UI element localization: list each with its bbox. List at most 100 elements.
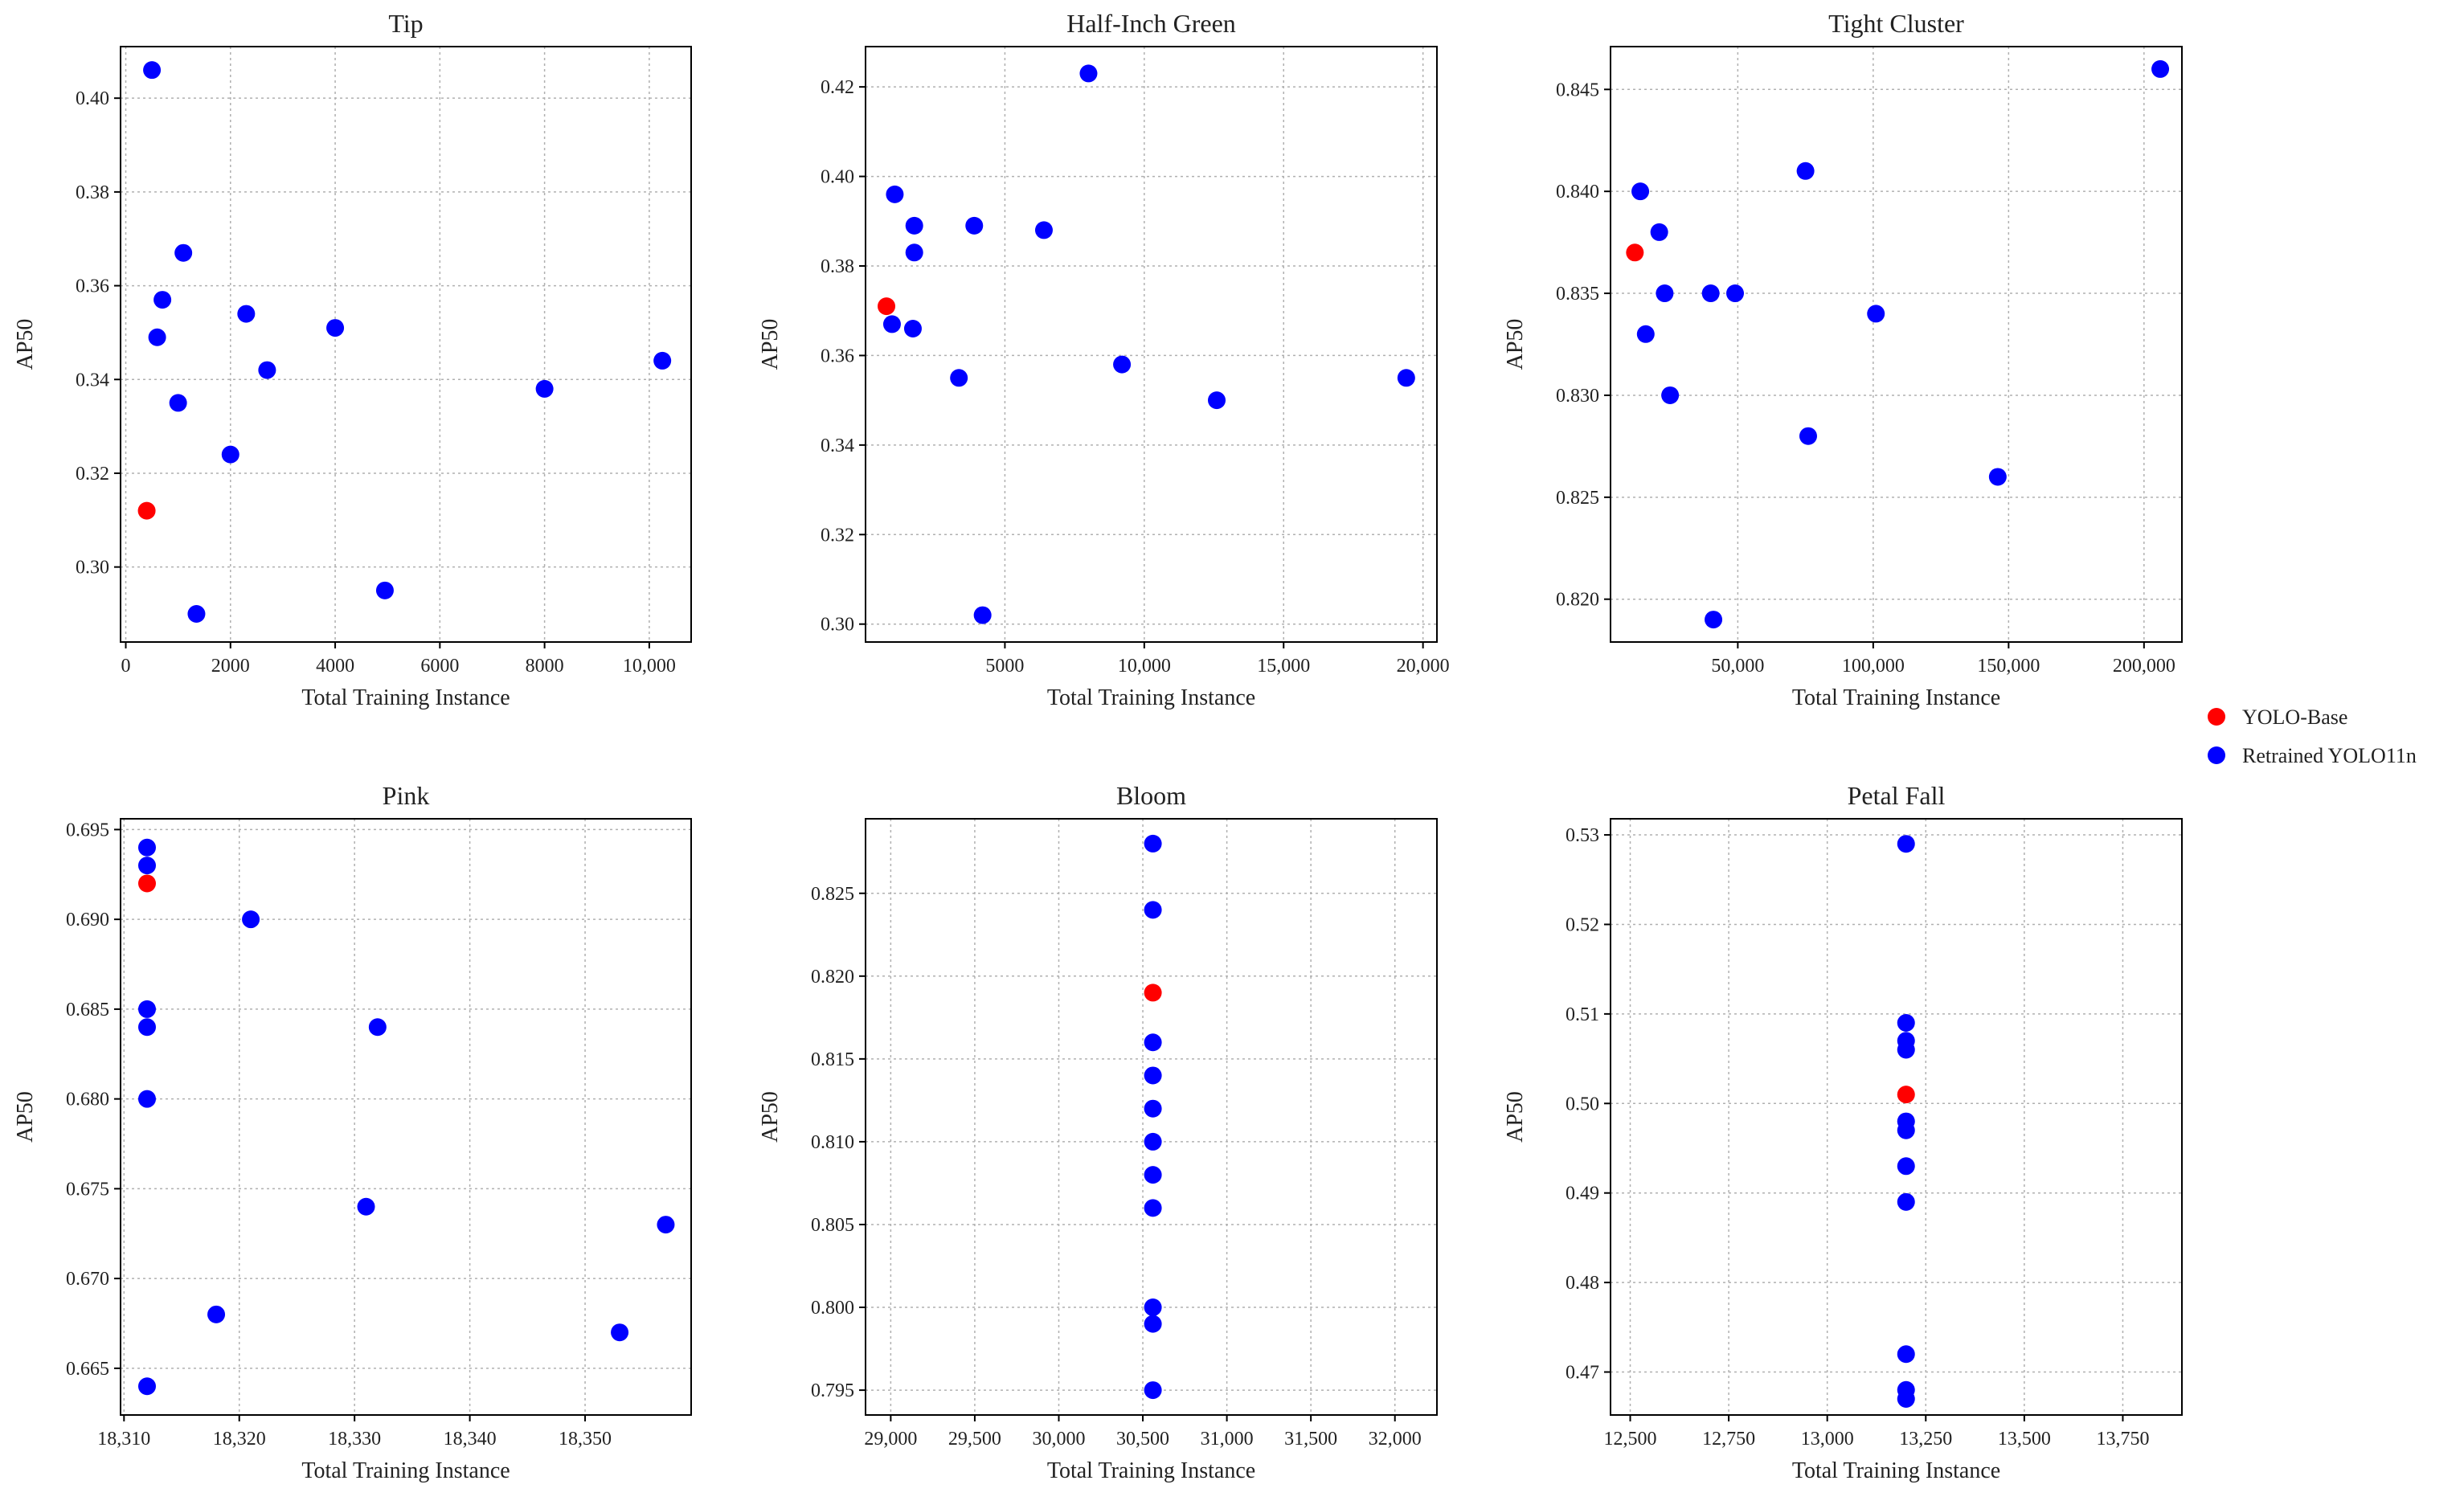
- chart-4-x-tick-label-6: 32,000: [1369, 1429, 1422, 1450]
- chart-3-x-axis-label: Total Training Instance: [301, 1458, 510, 1483]
- chart-2-point-retrained-yolo11n-9: [1799, 427, 1817, 445]
- chart-1-x-axis-label: Total Training Instance: [1047, 685, 1255, 710]
- chart-4-x-axis-label: Total Training Instance: [1047, 1458, 1255, 1483]
- chart-1-point-retrained-yolo11n-7: [1079, 64, 1098, 83]
- chart-0-x-tick-label-3: 6000: [420, 656, 459, 677]
- chart-1-point-retrained-yolo11n-5: [965, 216, 984, 235]
- chart-5-x-tick-label-2: 13,000: [1801, 1429, 1854, 1450]
- chart-4-title: Bloom: [1116, 781, 1186, 810]
- chart-4-point-retrained-yolo11n-10: [1144, 1381, 1162, 1400]
- chart-3-point-retrained-yolo11n-2: [137, 1000, 156, 1018]
- chart-2-point-retrained-yolo11n-2: [1656, 284, 1674, 303]
- chart-5-point-retrained-yolo11n-8: [1897, 1345, 1915, 1364]
- chart-5-y-tick-label-4: 0.51: [1566, 1004, 1599, 1025]
- chart-1-point-retrained-yolo11n-12: [1397, 369, 1415, 387]
- chart-1-point-retrained-yolo11n-11: [1208, 391, 1226, 410]
- chart-3-point-retrained-yolo11n-11: [611, 1323, 629, 1342]
- chart-3-x-tick-label-0: 18,310: [97, 1429, 150, 1450]
- chart-3-x-tick-label-1: 18,320: [213, 1429, 266, 1450]
- chart-2-y-axis-label: AP50: [1503, 319, 1528, 370]
- chart-2-x-tick-label-2: 150,000: [1977, 656, 2040, 677]
- chart-0-point-retrained-yolo11n-8: [221, 445, 239, 464]
- chart-4-point-retrained-yolo11n-4: [1144, 1099, 1162, 1118]
- chart-4-point-retrained-yolo11n-5: [1144, 1132, 1162, 1151]
- chart-0-point-retrained-yolo11n-9: [187, 604, 206, 623]
- chart-4-x-tick-label-5: 31,500: [1284, 1429, 1337, 1450]
- chart-0-y-tick-label-4: 0.38: [76, 182, 109, 203]
- chart-0-point-retrained-yolo11n-1: [174, 243, 193, 262]
- chart-5-x-tick-label-5: 13,750: [2096, 1429, 2149, 1450]
- chart-3-axes-frame: [120, 818, 692, 1416]
- chart-1-point-retrained-yolo11n-4: [903, 320, 922, 337]
- chart-3-point-retrained-yolo11n-7: [368, 1018, 387, 1037]
- chart-1-y-tick-label-1: 0.32: [821, 525, 854, 546]
- chart-2-point-retrained-yolo11n-7: [1796, 162, 1815, 180]
- chart-0-point-retrained-yolo11n-0: [143, 61, 162, 80]
- chart-3-title: Pink: [383, 781, 430, 810]
- chart-3-y-tick-label-4: 0.685: [66, 1000, 109, 1020]
- chart-1-y-tick-label-6: 0.42: [821, 77, 854, 98]
- chart-panel-tight-cluster: 50,000 100,000 150,000 200,000 0.820 0.825 0.8…: [1503, 9, 2183, 710]
- chart-0-point-retrained-yolo11n-6: [258, 361, 276, 379]
- chart-4-point-yolo-base-0: [1144, 984, 1162, 1002]
- chart-3-point-retrained-yolo11n-6: [242, 910, 260, 929]
- chart-3-point-retrained-yolo11n-5: [137, 1377, 156, 1396]
- chart-2-x-axis-label: Total Training Instance: [1792, 685, 2000, 710]
- chart-5-x-axis-label: Total Training Instance: [1792, 1458, 2000, 1483]
- chart-4-point-retrained-yolo11n-6: [1144, 1166, 1162, 1184]
- chart-panel-bloom: 29,000 29,500 30,000 30,500 31,000 31,500 32,0…: [758, 781, 1438, 1483]
- chart-2-x-tick-label-3: 200,000: [2113, 656, 2175, 677]
- chart-2-axes-frame: [1610, 46, 2183, 643]
- chart-5-y-tick-label-6: 0.53: [1566, 825, 1599, 846]
- chart-4-y-tick-label-0: 0.795: [811, 1380, 854, 1401]
- chart-0-title: Tip: [388, 9, 423, 38]
- legend-label-yolo-base: YOLO-Base: [2242, 705, 2347, 729]
- chart-4-x-tick-label-0: 29,000: [864, 1429, 917, 1450]
- chart-0-axes-frame: [120, 46, 692, 643]
- chart-0-point-retrained-yolo11n-5: [237, 305, 256, 323]
- chart-4-y-tick-label-4: 0.815: [811, 1049, 854, 1070]
- chart-panel-petal-fall: 12,500 12,750 13,000 13,250 13,500 13,750 0.47…: [1503, 781, 2183, 1483]
- chart-3-x-tick-label-4: 18,350: [559, 1429, 612, 1450]
- chart-4-point-retrained-yolo11n-0: [1144, 834, 1162, 853]
- chart-0-point-retrained-yolo11n-4: [169, 394, 187, 412]
- chart-2-y-tick-label-3: 0.835: [1556, 284, 1599, 305]
- chart-5-title: Petal Fall: [1848, 781, 1946, 810]
- chart-0-y-axis-label: AP50: [13, 319, 38, 370]
- chart-4-y-tick-label-6: 0.825: [811, 884, 854, 905]
- chart-1-y-tick-label-4: 0.38: [821, 256, 854, 277]
- chart-3-point-retrained-yolo11n-9: [207, 1305, 226, 1323]
- chart-1-axes-frame: [865, 46, 1438, 643]
- chart-2-point-retrained-yolo11n-5: [1701, 284, 1720, 303]
- chart-2-point-retrained-yolo11n-0: [1631, 182, 1650, 201]
- chart-4-point-retrained-yolo11n-9: [1144, 1315, 1162, 1333]
- chart-3-y-tick-label-1: 0.670: [66, 1269, 109, 1290]
- chart-4-y-axis-label: AP50: [758, 1091, 783, 1143]
- chart-0-point-retrained-yolo11n-3: [148, 328, 166, 346]
- chart-2-point-retrained-yolo11n-10: [1988, 468, 2007, 486]
- chart-5-point-retrained-yolo11n-7: [1897, 1192, 1915, 1211]
- chart-2-point-retrained-yolo11n-11: [1705, 611, 1723, 629]
- chart-4-point-retrained-yolo11n-3: [1144, 1066, 1162, 1085]
- chart-5-y-tick-label-5: 0.52: [1566, 914, 1599, 935]
- chart-1-x-tick-label-0: 5000: [985, 656, 1024, 677]
- chart-5-point-retrained-yolo11n-6: [1897, 1157, 1915, 1176]
- chart-panel-half-inch-green: 5000 10,000 15,000 20,000 0.30 0.32 0.34 0.36 0.…: [758, 9, 1450, 710]
- chart-5-y-tick-label-1: 0.48: [1566, 1273, 1599, 1294]
- chart-1-point-retrained-yolo11n-6: [1034, 221, 1053, 239]
- chart-0-x-tick-label-5: 10,000: [623, 656, 676, 677]
- chart-0-x-tick-label-0: 0: [121, 656, 131, 677]
- chart-3-point-retrained-yolo11n-1: [137, 857, 156, 875]
- chart-5-x-tick-label-3: 13,250: [1899, 1429, 1952, 1450]
- chart-5-point-retrained-yolo11n-0: [1897, 835, 1915, 853]
- chart-0-x-tick-label-4: 8000: [526, 656, 564, 677]
- chart-1-title: Half-Inch Green: [1066, 9, 1236, 38]
- chart-2-point-retrained-yolo11n-1: [1650, 223, 1668, 241]
- chart-1-x-tick-label-3: 20,000: [1397, 656, 1450, 677]
- chart-2-y-tick-label-2: 0.830: [1556, 386, 1599, 407]
- chart-5-point-retrained-yolo11n-1: [1897, 1014, 1915, 1033]
- chart-4-x-tick-label-1: 29,500: [948, 1429, 1001, 1450]
- chart-panel-pink: 18,310 18,320 18,330 18,340 18,350 0.665 0.670…: [13, 781, 692, 1483]
- chart-5-x-tick-label-1: 12,750: [1702, 1429, 1755, 1450]
- chart-3-x-tick-label-2: 18,330: [328, 1429, 381, 1450]
